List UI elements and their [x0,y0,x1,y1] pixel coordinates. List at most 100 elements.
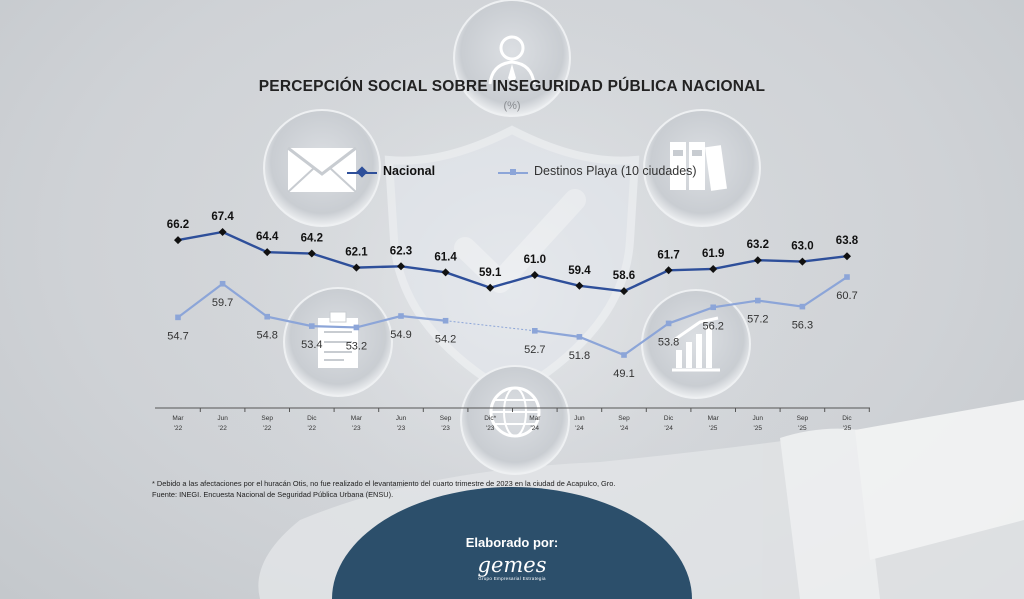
chart-subtitle: (%) [503,100,521,112]
data-label-nacional: 62.1 [345,247,368,259]
x-tick-label: '23 [441,425,450,432]
data-label-nacional: 61.9 [702,248,724,260]
point-nacional [530,271,539,280]
data-label-nacional: 64.2 [301,233,323,245]
point-destinos-playa [398,313,404,319]
point-destinos-playa [665,320,672,327]
data-label-destinos-playa: 57.2 [747,314,768,326]
data-label-nacional: 61.4 [434,251,457,263]
series-line-destinos-playa [534,276,848,357]
point-destinos-playa [799,303,806,310]
credit-panel [332,487,692,599]
x-tick-label: '22 [263,425,272,432]
growth-chart-icon [641,289,751,399]
x-tick-label: '25 [709,425,718,432]
point-nacional [174,236,182,245]
x-tick-label: '24 [575,425,584,432]
data-label-destinos-playa: 54.7 [167,330,188,342]
data-label-destinos-playa: 59.7 [212,297,233,309]
point-destinos-playa [309,323,315,329]
data-label-destinos-playa: 49.1 [613,368,634,380]
data-label-destinos-playa: 56.3 [792,320,813,332]
x-tick-label: Mar [351,415,363,422]
data-label-nacional: 59.4 [568,265,591,277]
data-label-nacional: 63.2 [747,239,769,251]
point-destinos-playa [710,304,716,311]
data-label-destinos-playa: 54.2 [435,334,456,346]
series-line-nacional [177,230,848,293]
point-nacional [575,281,584,290]
x-tick-label: '22 [174,425,183,432]
x-tick-label: '25 [754,425,763,432]
data-label-nacional: 61.0 [524,254,546,266]
x-tick-label: '24 [664,425,673,432]
point-destinos-playa [755,297,761,304]
x-tick-label: '24 [531,425,540,432]
point-nacional [397,262,405,271]
legend-marker-destinos-playa [510,169,516,175]
x-tick-label: '23 [352,425,361,432]
point-destinos-playa [219,280,226,287]
x-tick-label: Mar [529,415,541,422]
x-tick-label: Sep [440,415,452,422]
brand-subtitle: Grupo Empresarial Estrategia [478,576,546,581]
point-nacional [263,248,272,257]
x-tick-label: Dic [842,415,852,422]
data-label-destinos-playa: 53.8 [658,336,679,348]
data-label-destinos-playa: 56.2 [702,320,723,332]
data-label-destinos-playa: 53.2 [346,340,367,352]
point-nacional [620,287,628,296]
x-tick-label: Sep [797,415,809,422]
x-tick-label: Mar [708,415,720,422]
point-destinos-playa [576,334,583,340]
point-destinos-playa [844,274,850,280]
data-label-nacional: 59.1 [479,267,502,279]
x-tick-label: '23 [397,425,406,432]
chart-title: PERCEPCIÓN SOCIAL SOBRE INSEGURIDAD PÚBL… [258,78,766,95]
point-nacional [664,266,673,275]
x-tick-label: Jun [217,415,228,422]
x-tick-label: Dic* [484,415,496,422]
point-nacional [709,264,718,273]
point-nacional [218,228,227,236]
x-tick-label: '22 [218,425,227,432]
data-label-destinos-playa: 54.8 [256,330,277,342]
x-tick-label: Jun [574,415,585,422]
data-label-destinos-playa: 52.7 [524,344,545,356]
x-tick-label: Mar [172,415,184,422]
x-tick-label: '25 [843,425,852,432]
x-tick-label: '22 [308,425,317,432]
point-nacional [843,252,851,261]
x-tick-label: Jun [396,415,407,422]
data-label-destinos-playa: 51.8 [569,350,590,362]
data-label-nacional: 58.6 [613,270,635,282]
data-label-destinos-playa: 53.4 [301,339,322,351]
data-label-nacional: 64.4 [256,231,279,243]
point-nacional [441,268,450,277]
data-label-nacional: 66.2 [167,219,189,231]
x-tick-label: '24 [620,425,629,432]
x-tick-label: '25 [798,425,807,432]
data-label-destinos-playa: 60.7 [836,290,857,302]
x-tick-label: '23 [486,425,495,432]
x-tick-label: Dic [307,415,317,422]
envelope-icon [263,109,381,227]
point-nacional [307,249,316,258]
globe-icon [460,365,570,475]
point-destinos-playa [442,317,449,324]
brand-logo: gemes [477,553,547,577]
point-destinos-playa [175,314,181,321]
point-destinos-playa [621,352,627,358]
binders-icon [643,109,761,227]
legend-label-nacional: Nacional [383,164,436,178]
data-label-nacional: 63.8 [836,235,859,247]
footnote-otis: * Debido a las afectaciones por el hurac… [152,479,616,488]
point-nacional [352,263,361,272]
point-nacional [486,283,495,292]
credit-label: Elaborado por: [465,535,559,550]
data-label-nacional: 67.4 [211,211,234,223]
data-label-nacional: 62.3 [390,245,412,257]
